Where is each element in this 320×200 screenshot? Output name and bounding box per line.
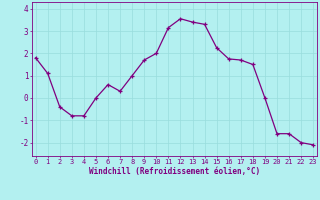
X-axis label: Windchill (Refroidissement éolien,°C): Windchill (Refroidissement éolien,°C) [89, 167, 260, 176]
